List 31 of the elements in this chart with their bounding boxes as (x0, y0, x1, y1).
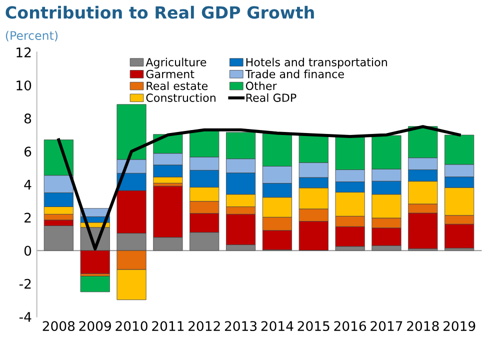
y-tick-label: 8 (24, 114, 32, 124)
x-tick-label: 2009 (79, 321, 111, 332)
legend-label: Garment (146, 70, 194, 78)
legend-label: Agriculture (146, 58, 206, 69)
y-tick-label: 2 (24, 212, 31, 223)
y-tick-label: 0 (24, 246, 32, 256)
y-tick-label: 12 (16, 47, 31, 58)
x-tick-label: 2014 (261, 321, 294, 332)
x-tick-label: 2018 (407, 321, 439, 332)
x-tick-label: 2015 (298, 321, 330, 332)
x-tick-label: 2016 (334, 321, 366, 332)
x-tick-label: 2013 (224, 321, 257, 332)
y-tick-label: 4 (24, 180, 32, 190)
x-tick-label: 2011 (152, 321, 184, 332)
x-tick-label: 2019 (444, 321, 476, 332)
chart-title: Contribution to Real GDP Growth (6, 6, 314, 19)
y-tick-label: 6 (24, 146, 32, 157)
y-tick-label: 10 (16, 80, 32, 90)
y-tick-label: -2 (19, 278, 31, 289)
chart-subtitle: (Percent) (6, 30, 58, 42)
legend-label: Other (246, 81, 277, 90)
x-tick-label: 2012 (188, 321, 220, 332)
legend-label: Real GDP (246, 93, 296, 102)
y-tick-label: -4 (19, 312, 32, 322)
legend-label: Trade and finance (245, 70, 344, 78)
x-tick-label: 2008 (42, 321, 75, 332)
x-tick-label: 2017 (370, 321, 402, 332)
x-tick-label: 2010 (116, 321, 148, 332)
legend-label: Construction (146, 93, 216, 102)
legend-label: Hotels and transportation (246, 58, 387, 69)
legend-label: Real estate (146, 81, 208, 90)
